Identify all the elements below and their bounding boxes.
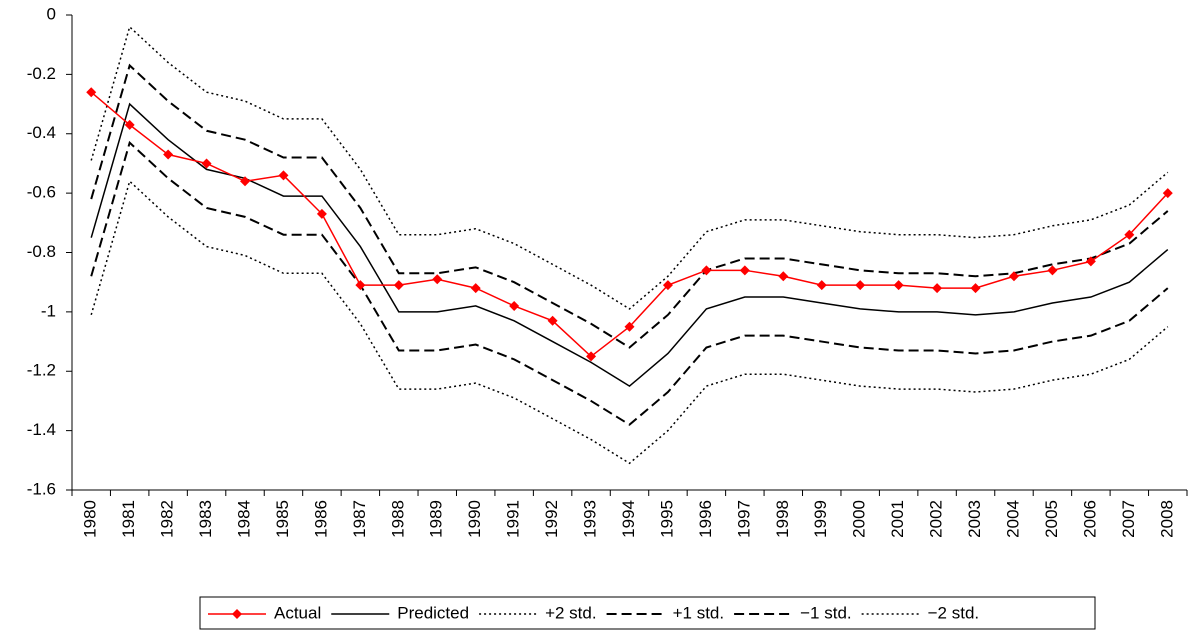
data-point: [201, 158, 212, 169]
data-point: [432, 274, 443, 285]
x-tick-label: 2000: [850, 500, 869, 538]
y-tick-label: -0.6: [27, 183, 56, 202]
data-point: [1047, 265, 1058, 276]
data-point: [240, 176, 251, 187]
data-point: [355, 280, 366, 291]
data-point: [1008, 271, 1019, 282]
data-point: [393, 280, 404, 291]
data-point: [778, 271, 789, 282]
x-tick-label: 1995: [657, 500, 676, 538]
x-tick-label: 1991: [504, 500, 523, 538]
x-tick-label: 2005: [1042, 500, 1061, 538]
y-tick-label: -0.8: [27, 242, 56, 261]
x-tick-label: 1983: [196, 500, 215, 538]
x-tick-label: 1989: [427, 500, 446, 538]
x-tick-label: 1992: [542, 500, 561, 538]
data-point: [893, 280, 904, 291]
y-tick-label: -1.6: [27, 479, 56, 498]
x-tick-label: 2001: [888, 500, 907, 538]
data-point: [470, 283, 481, 294]
data-point: [932, 283, 943, 294]
data-point: [278, 170, 289, 181]
data-point: [1162, 188, 1173, 199]
x-tick-label: 1987: [350, 500, 369, 538]
x-tick-label: 1994: [619, 500, 638, 538]
x-tick-label: 1996: [696, 500, 715, 538]
legend-label: Actual: [274, 603, 321, 622]
y-tick-label: -1.4: [27, 420, 56, 439]
x-tick-label: 1990: [465, 500, 484, 538]
data-point: [855, 280, 866, 291]
legend-box: [199, 596, 1096, 630]
legend-label: +1 std.: [673, 603, 725, 622]
series-line: [90, 179, 1169, 465]
legend-label: −1 std.: [800, 603, 852, 622]
data-point: [739, 265, 750, 276]
series-line: [90, 102, 1169, 388]
x-tick-label: 1986: [311, 500, 330, 538]
y-tick-label: -0.2: [27, 64, 56, 83]
data-point: [662, 280, 673, 291]
x-tick-label: 2002: [927, 500, 946, 538]
x-tick-label: 1993: [581, 500, 600, 538]
x-tick-label: 2003: [965, 500, 984, 538]
legend-label: −2 std.: [928, 603, 980, 622]
data-point: [316, 208, 327, 219]
data-point: [547, 315, 558, 326]
data-point: [1124, 229, 1135, 240]
data-point: [970, 283, 981, 294]
y-tick-label: -1: [41, 301, 56, 320]
series-line: [90, 25, 1169, 310]
series-line: [90, 140, 1169, 426]
x-tick-label: 2006: [1080, 500, 1099, 538]
data-point: [509, 300, 520, 311]
y-tick-label: 0: [47, 4, 56, 23]
x-tick-label: 1997: [734, 500, 753, 538]
legend-label: +2 std.: [545, 603, 597, 622]
x-tick-label: 1999: [811, 500, 830, 538]
data-point: [816, 280, 827, 291]
data-point: [1085, 256, 1096, 267]
y-tick-label: -1.2: [27, 361, 56, 380]
data-point: [624, 321, 635, 332]
data-point: [586, 351, 597, 362]
x-tick-label: 1980: [81, 500, 100, 538]
data-point: [163, 149, 174, 160]
x-tick-label: 1988: [388, 500, 407, 538]
series-line: [90, 63, 1169, 349]
y-tick-label: -0.4: [27, 123, 56, 142]
x-tick-label: 1982: [158, 500, 177, 538]
x-tick-label: 2008: [1157, 500, 1176, 538]
data-point: [124, 119, 135, 130]
legend: Actual Predicted +2 std. +1 std. −1 std. −2 s…: [199, 596, 1096, 630]
x-tick-label: 1984: [235, 500, 254, 538]
x-tick-label: 2004: [1003, 500, 1022, 538]
x-tick-label: 1985: [273, 500, 292, 538]
x-tick-label: 2007: [1119, 500, 1138, 538]
legend-marker: [232, 609, 242, 619]
series-line: [90, 91, 1169, 358]
x-tick-label: 1998: [773, 500, 792, 538]
data-point: [701, 265, 712, 276]
x-tick-label: 1981: [119, 500, 138, 538]
legend-label: Predicted: [397, 603, 469, 622]
data-point: [86, 87, 97, 98]
